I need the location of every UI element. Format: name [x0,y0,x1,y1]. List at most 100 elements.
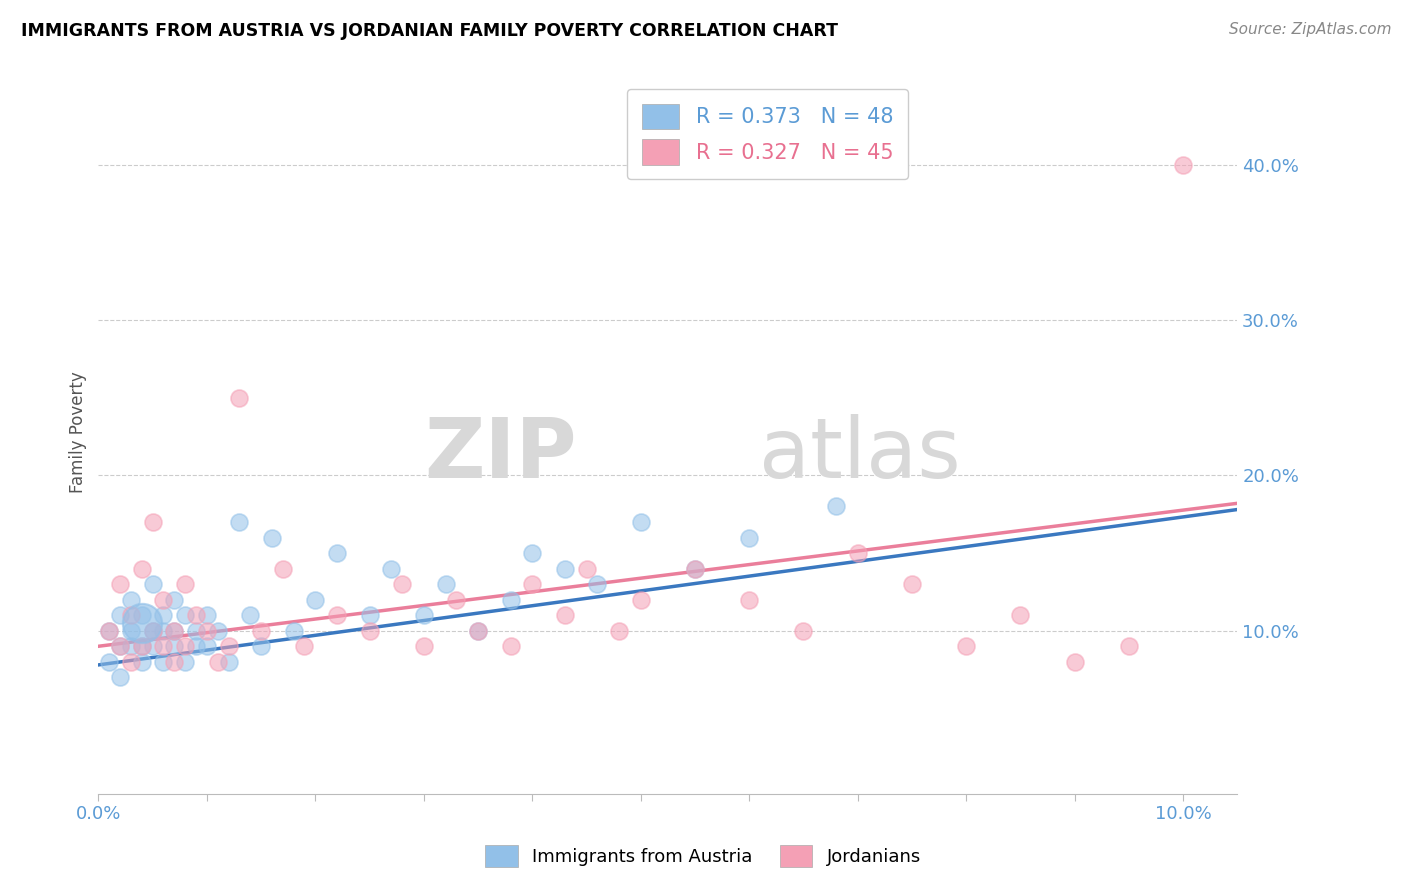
Point [630,515,652,529]
Y-axis label: Family Poverty: Family Poverty [69,372,87,493]
Point [195,624,218,638]
Point [131,655,153,669]
Point [359,608,381,623]
Point [108,608,131,623]
Point [131,640,153,654]
Point [499,640,522,654]
Point [738,592,761,607]
Point [1010,608,1032,623]
Point [271,561,294,575]
Text: IMMIGRANTS FROM AUSTRIA VS JORDANIAN FAMILY POVERTY CORRELATION CHART: IMMIGRANTS FROM AUSTRIA VS JORDANIAN FAM… [21,22,838,40]
Point [184,608,207,623]
Text: atlas: atlas [759,414,960,495]
Point [131,640,153,654]
Point [120,655,142,669]
Point [1063,655,1085,669]
Point [738,531,761,545]
Point [142,624,165,638]
Point [825,500,848,514]
Point [152,624,174,638]
Point [142,577,165,591]
Point [391,577,413,591]
Point [228,391,250,405]
Point [434,577,457,591]
Legend: R = 0.373   N = 48, R = 0.327   N = 45: R = 0.373 N = 48, R = 0.327 N = 45 [627,89,908,179]
Point [554,561,576,575]
Point [326,546,349,560]
Legend: Immigrants from Austria, Jordanians: Immigrants from Austria, Jordanians [478,838,928,874]
Point [108,640,131,654]
Point [607,624,630,638]
Point [152,640,174,654]
Point [412,640,434,654]
Point [163,592,186,607]
Text: 0.0%: 0.0% [76,805,121,822]
Point [575,561,598,575]
Point [108,577,131,591]
Text: Source: ZipAtlas.com: Source: ZipAtlas.com [1229,22,1392,37]
Point [163,655,186,669]
Point [304,592,326,607]
Point [683,561,706,575]
Point [163,624,186,638]
Point [380,561,402,575]
Point [131,561,153,575]
Point [195,608,218,623]
Point [239,608,262,623]
Point [152,608,174,623]
Point [901,577,924,591]
Point [120,592,142,607]
Point [499,592,522,607]
Point [630,592,652,607]
Point [174,608,197,623]
Point [586,577,609,591]
Text: ZIP: ZIP [425,414,576,495]
Point [184,624,207,638]
Point [120,640,142,654]
Point [1171,158,1194,172]
Text: 10.0%: 10.0% [1154,805,1212,822]
Point [108,640,131,654]
Point [120,624,142,638]
Point [260,531,283,545]
Point [207,655,229,669]
Point [174,655,197,669]
Point [98,624,121,638]
Point [142,515,165,529]
Point [218,655,240,669]
Point [174,640,197,654]
Point [98,655,121,669]
Point [163,640,186,654]
Point [283,624,305,638]
Point [250,624,273,638]
Point [142,624,165,638]
Point [412,608,434,623]
Point [184,640,207,654]
Point [195,640,218,654]
Point [108,670,131,684]
Point [522,577,544,591]
Point [142,640,165,654]
Point [131,608,153,623]
Point [554,608,576,623]
Point [207,624,229,638]
Point [152,592,174,607]
Point [792,624,814,638]
Point [294,640,316,654]
Point [955,640,977,654]
Point [131,615,153,630]
Point [359,624,381,638]
Point [467,624,489,638]
Point [446,592,468,607]
Point [174,577,197,591]
Point [846,546,869,560]
Point [163,624,186,638]
Point [326,608,349,623]
Point [218,640,240,654]
Point [683,561,706,575]
Point [1118,640,1140,654]
Point [467,624,489,638]
Point [98,624,121,638]
Point [522,546,544,560]
Point [250,640,273,654]
